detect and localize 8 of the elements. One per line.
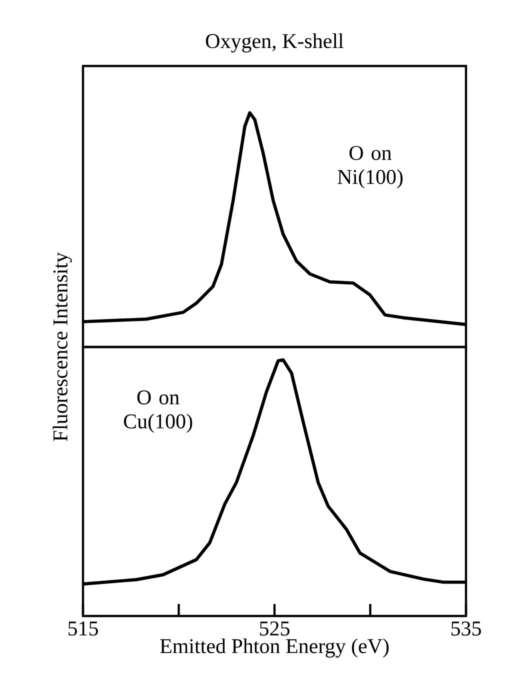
text: O on Ni(100) [338, 146, 403, 188]
x-tick-label: 515 [68, 622, 98, 636]
chart-title: Oxygen, K-shell [206, 33, 344, 52]
x-axis-title: Emitted Phton Energy (eV) [160, 638, 389, 658]
text: O on Cu(100) [124, 390, 192, 433]
x-tick-label: 525 [260, 622, 290, 636]
x-tick-label: 535 [451, 622, 481, 636]
y-axis-title: Fluorescence Intensity [52, 252, 72, 442]
